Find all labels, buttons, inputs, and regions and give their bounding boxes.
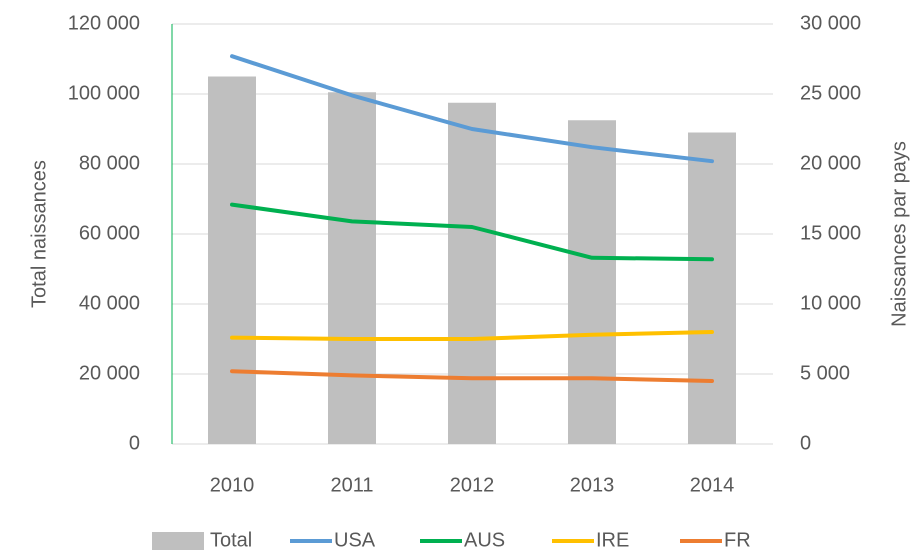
y2-axis-title: Naissances par pays bbox=[888, 141, 910, 327]
y-tick-label: 120 000 bbox=[68, 12, 140, 34]
y-tick-label: 40 000 bbox=[79, 292, 140, 314]
legend-label: FR bbox=[724, 529, 751, 551]
legend-label: IRE bbox=[596, 529, 629, 551]
line bbox=[230, 369, 714, 383]
y-tick-label: 80 000 bbox=[79, 152, 140, 174]
line bbox=[230, 330, 714, 341]
line bbox=[230, 54, 714, 164]
bar bbox=[208, 76, 256, 444]
bar bbox=[688, 132, 736, 444]
y2-tick-label: 30 000 bbox=[800, 12, 861, 34]
x-tick-label: 2010 bbox=[210, 474, 255, 496]
y2-tick-label: 20 000 bbox=[800, 152, 861, 174]
y2-tick-label: 15 000 bbox=[800, 222, 861, 244]
legend-swatch bbox=[152, 532, 204, 550]
y2-tick-label: 0 bbox=[800, 432, 811, 454]
y-tick-label: 100 000 bbox=[68, 82, 140, 104]
line bbox=[230, 202, 714, 262]
bar bbox=[568, 120, 616, 444]
bar bbox=[448, 102, 496, 444]
x-tick-label: 2012 bbox=[450, 474, 495, 496]
x-tick-label: 2014 bbox=[690, 474, 735, 496]
y-tick-label: 60 000 bbox=[79, 222, 140, 244]
y-tick-label: 0 bbox=[129, 432, 140, 454]
legend-label: AUS bbox=[464, 529, 505, 551]
y-tick-label: 20 000 bbox=[79, 362, 140, 384]
y-axis-title: Total naissances bbox=[28, 160, 50, 308]
y2-tick-label: 5 000 bbox=[800, 362, 850, 384]
x-tick-label: 2013 bbox=[570, 474, 615, 496]
legend-label: USA bbox=[334, 529, 376, 551]
bar bbox=[328, 92, 376, 444]
legend-label: Total bbox=[210, 529, 252, 551]
y2-tick-label: 25 000 bbox=[800, 82, 861, 104]
y2-tick-label: 10 000 bbox=[800, 292, 861, 314]
x-tick-label: 2011 bbox=[330, 474, 373, 496]
